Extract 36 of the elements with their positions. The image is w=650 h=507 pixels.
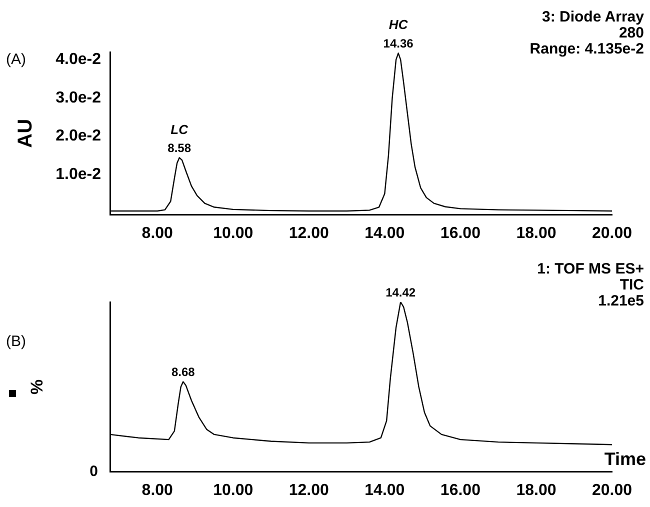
text: (B)	[6, 333, 26, 350]
x-tick-label: 14.00	[364, 482, 405, 499]
x-axis-title: Time	[604, 448, 646, 469]
text: TIC	[620, 276, 644, 294]
text: 3: Diode Array	[542, 8, 645, 26]
y-tick-label: 2.0e-2	[56, 128, 102, 145]
x-tick-label: 16.00	[440, 482, 481, 499]
x-tick-label: 20.00	[592, 224, 632, 242]
x-tick-label: 8.00	[142, 224, 174, 242]
annotation: Range: 4.135e-2	[530, 40, 644, 58]
y-tick-label: 1.0e-2	[56, 166, 102, 183]
x-tick-label: 14.00	[364, 224, 405, 242]
y-axis-title: AU	[14, 118, 37, 148]
y-axis-title: %	[28, 379, 47, 394]
annotation: 1.21e5	[598, 292, 644, 310]
x-tick-label: 16.00	[440, 224, 481, 242]
chart-title: (A)	[6, 50, 26, 68]
annotation: 8.58	[168, 141, 192, 156]
x-tick-label: 10.00	[213, 482, 254, 499]
x-tick-label: 10.00	[213, 224, 254, 242]
annotation: 14.42	[386, 285, 416, 300]
y-tick-label: 3.0e-2	[56, 89, 102, 106]
x-tick-label: 20.00	[592, 482, 632, 499]
text: 0	[90, 462, 98, 480]
annotation: LC	[170, 122, 189, 137]
y-tick-label: 4.0e-2	[56, 51, 102, 68]
x-tick-label: 18.00	[516, 224, 556, 242]
x-tick-label: 12.00	[288, 482, 330, 499]
text: 280	[618, 24, 644, 42]
text: 1: TOF MS ES+	[537, 260, 644, 278]
x-tick-label: 18.00	[516, 482, 556, 499]
annotation: HC	[388, 17, 408, 32]
x-tick-label: 8.00	[142, 482, 174, 499]
annotation: 14.36	[383, 36, 414, 50]
x-tick-label: 12.00	[288, 224, 330, 242]
annotation: 8.68	[171, 365, 196, 380]
